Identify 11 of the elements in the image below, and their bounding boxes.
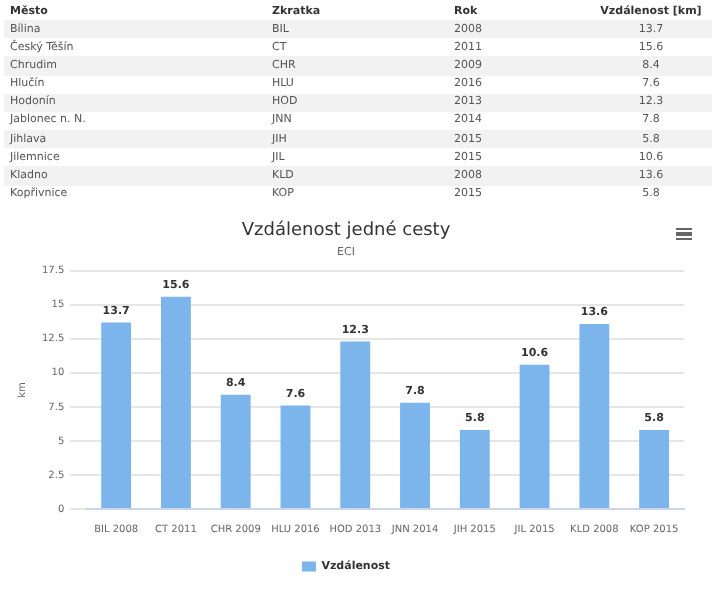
bar (459, 430, 490, 508)
bar (160, 296, 191, 508)
bar (220, 394, 251, 508)
bar (400, 402, 430, 508)
bar (340, 341, 371, 508)
chart-title: Vzdálenost jedné cesty (241, 219, 452, 242)
bar (639, 430, 670, 508)
bar (579, 323, 610, 508)
bar (280, 405, 311, 508)
bar (519, 364, 550, 508)
bar (101, 322, 132, 508)
